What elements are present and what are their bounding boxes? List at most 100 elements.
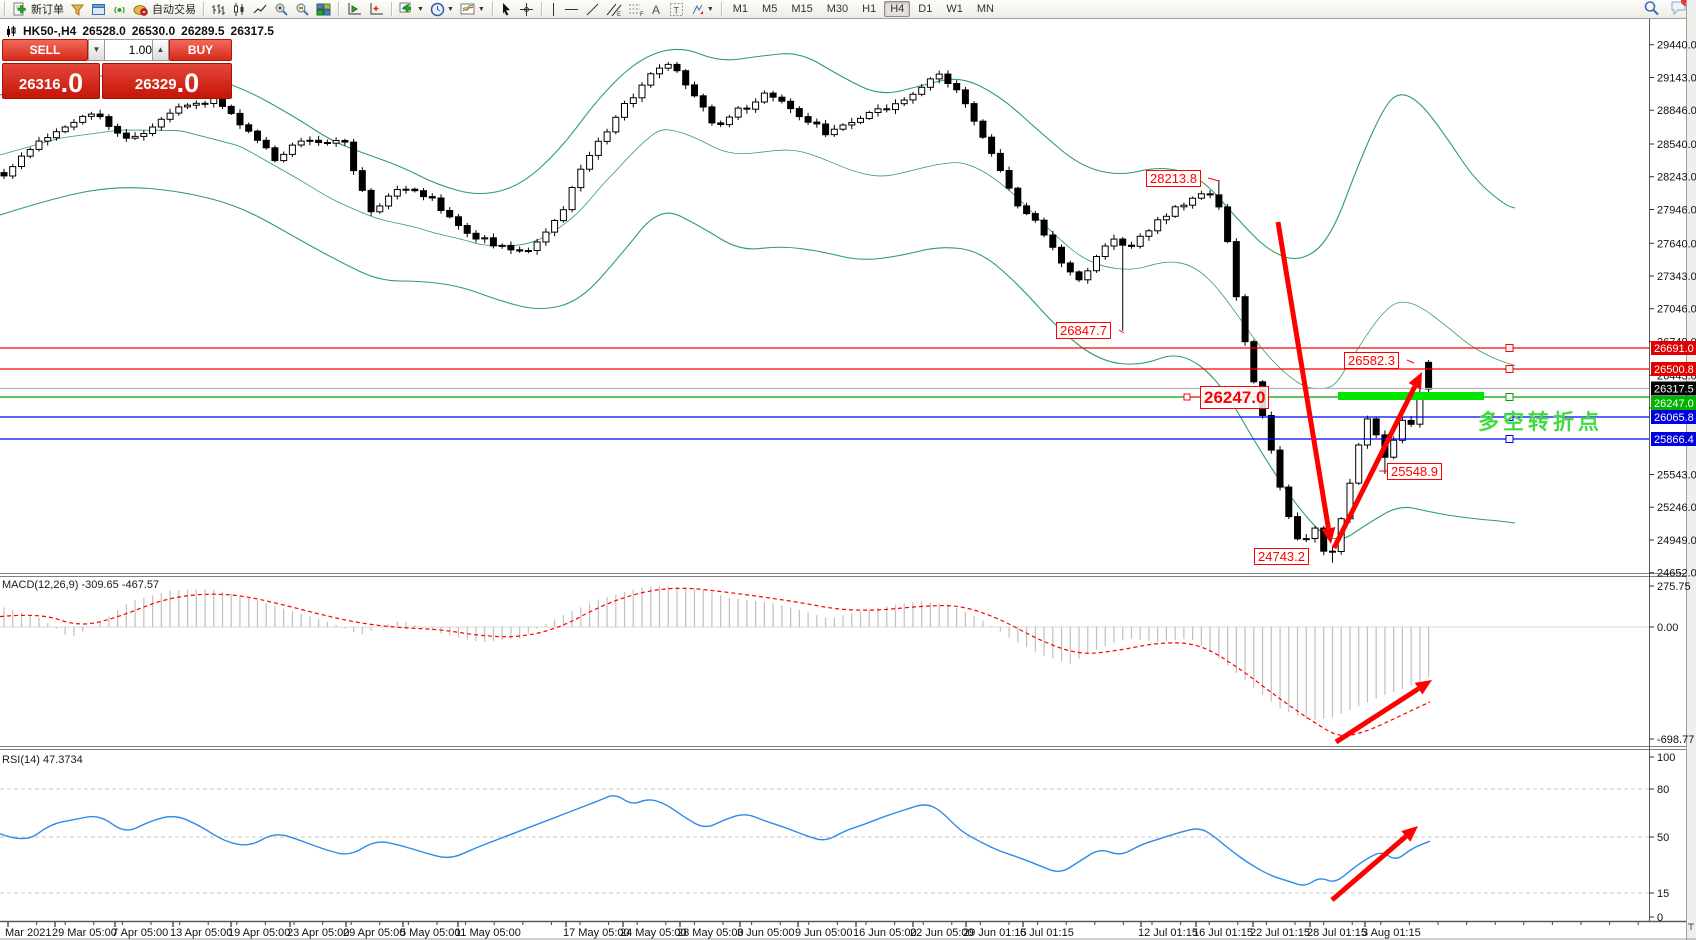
zoom-in-icon <box>274 2 289 17</box>
sell-button[interactable]: SELL <box>2 39 88 61</box>
fibonacci-tool-button[interactable]: F <box>625 1 647 17</box>
timeframe-button-m1[interactable]: M1 <box>732 3 749 15</box>
signals-button[interactable] <box>109 1 130 17</box>
svg-text:25246.0: 25246.0 <box>1657 502 1696 514</box>
svg-text:27640.0: 27640.0 <box>1657 238 1696 250</box>
sell-price-main: 26316 <box>18 76 61 93</box>
toolbar-separator <box>540 2 542 16</box>
zoom-in-button[interactable] <box>271 1 292 17</box>
svg-text:5 May 05:00: 5 May 05:00 <box>400 927 461 939</box>
indicator-list-button[interactable] <box>343 1 365 17</box>
sell-price-button[interactable]: 26316.0 <box>2 63 100 99</box>
new-order-icon <box>12 2 28 17</box>
shapes-icon <box>690 2 705 17</box>
svg-text:A: A <box>652 3 660 17</box>
add-indicator-button[interactable]: ▼ <box>396 1 427 17</box>
timeframe-button-h1[interactable]: H1 <box>862 3 877 15</box>
new-order-label: 新订单 <box>31 4 64 16</box>
svg-text:12 Jul 01:15: 12 Jul 01:15 <box>1138 927 1198 939</box>
svg-text:29 Apr 05:00: 29 Apr 05:00 <box>343 927 405 939</box>
svg-text:16 Jun 05:00: 16 Jun 05:00 <box>853 927 917 939</box>
dropdown-arrow-icon: ▼ <box>417 5 424 13</box>
market-watch-icon <box>70 2 85 17</box>
search-icon[interactable] <box>1643 0 1660 19</box>
svg-text:80: 80 <box>1657 784 1669 796</box>
price-tag-26582: 26582.3 <box>1344 352 1399 369</box>
ohlc-close: 26317.5 <box>230 24 274 38</box>
data-window-button[interactable] <box>88 1 109 17</box>
svg-text:26065.8: 26065.8 <box>1654 412 1694 424</box>
autotrading-icon <box>133 2 149 17</box>
svg-text:F: F <box>640 12 644 17</box>
svg-text:9 Jun 05:00: 9 Jun 05:00 <box>795 927 853 939</box>
period-clock-icon <box>430 2 445 17</box>
text-tool-button[interactable]: A <box>647 1 666 17</box>
svg-text:28243.0: 28243.0 <box>1657 172 1696 184</box>
buy-price-button[interactable]: 26329.0 <box>102 63 232 99</box>
bar-chart-button[interactable] <box>208 1 229 17</box>
cursor-data-icon <box>368 2 384 17</box>
svg-text:3 Jun 05:00: 3 Jun 05:00 <box>737 927 795 939</box>
lot-decrease-button[interactable]: ▼ <box>88 39 105 61</box>
crosshair-tool-button[interactable] <box>516 1 537 17</box>
template-button[interactable]: ▼ <box>457 1 488 17</box>
svg-text:13 Apr 05:00: 13 Apr 05:00 <box>170 927 232 939</box>
toolbar-separator <box>391 2 392 16</box>
arrows-tool-button[interactable]: ▼ <box>687 1 717 17</box>
text-label-tool-button[interactable]: T <box>666 1 687 17</box>
market-watch-button[interactable] <box>67 1 88 17</box>
lot-increase-button[interactable]: ▲ <box>152 39 169 61</box>
toolbar-separator <box>4 2 5 16</box>
new-order-button[interactable]: 新订单 <box>9 1 67 17</box>
svg-text:28846.0: 28846.0 <box>1657 105 1696 117</box>
timeframe-bar: M1 M5 M15 M30 H1 H4 D1 W1 MN <box>726 1 1001 17</box>
chart-ohlc-header: HK50-,H4 26528.0 26530.0 26289.5 26317.5 <box>6 24 274 38</box>
svg-text:26247.0: 26247.0 <box>1654 398 1694 410</box>
lot-size-input[interactable]: 1.00 <box>104 39 157 61</box>
rsi-line <box>0 795 1431 886</box>
buy-button[interactable]: BUY <box>169 39 232 61</box>
cursor-icon <box>500 2 513 17</box>
svg-text:27046.0: 27046.0 <box>1657 304 1696 316</box>
svg-text:T: T <box>673 5 679 15</box>
channel-tool-button[interactable]: E <box>603 1 625 17</box>
trendline-icon <box>585 2 600 17</box>
autotrading-button[interactable]: 自动交易 <box>130 1 199 17</box>
timeframe-button-m5[interactable]: M5 <box>762 3 778 15</box>
chart-mini-icon <box>7 25 16 37</box>
line-chart-button[interactable] <box>250 1 271 17</box>
candlestick-chart-button[interactable] <box>229 1 250 17</box>
timeframe-button-m30[interactable]: M30 <box>826 3 849 15</box>
template-icon <box>460 2 476 17</box>
macd-signal-line <box>0 587 1431 737</box>
vertical-line-tool-button[interactable] <box>546 1 561 17</box>
svg-text:24652.0: 24652.0 <box>1657 568 1696 580</box>
cursor-tool-button[interactable] <box>497 1 516 17</box>
svg-text:0: 0 <box>1657 912 1663 924</box>
timeframe-button-h4[interactable]: H4 <box>884 1 911 17</box>
horizontal-line-tool-button[interactable] <box>561 1 582 17</box>
period-button[interactable]: ▼ <box>427 1 457 17</box>
timeframe-button-d1[interactable]: D1 <box>918 3 933 15</box>
timeframe-button-w1[interactable]: W1 <box>946 3 963 15</box>
cursor-data-button[interactable] <box>365 1 387 17</box>
dropdown-arrow-icon: ▼ <box>706 5 714 13</box>
price-tag-28213: 28213.8 <box>1146 170 1201 187</box>
trendline-tool-button[interactable] <box>582 1 603 17</box>
axis-price-label <box>1651 381 1696 396</box>
zoom-out-button[interactable] <box>292 1 313 17</box>
svg-text:28540.0: 28540.0 <box>1657 139 1696 151</box>
svg-text:27343.0: 27343.0 <box>1657 271 1696 283</box>
svg-text:29 Mar 05:00: 29 Mar 05:00 <box>52 927 117 939</box>
timeframe-button-m15[interactable]: M15 <box>791 3 813 15</box>
axis-price-label <box>1651 362 1696 376</box>
timeframe-button-mn[interactable]: MN <box>976 3 994 15</box>
vertical-line-icon <box>549 2 558 17</box>
axis-price-label <box>1651 341 1696 355</box>
svg-text:Mar 2021: Mar 2021 <box>5 927 51 939</box>
tile-windows-button[interactable] <box>313 1 334 17</box>
axis-price-label <box>1651 410 1696 424</box>
svg-text:6 Jul 01:15: 6 Jul 01:15 <box>1020 927 1074 939</box>
svg-text:11 May 05:00: 11 May 05:00 <box>455 927 521 939</box>
svg-text:24949.0: 24949.0 <box>1657 535 1696 547</box>
